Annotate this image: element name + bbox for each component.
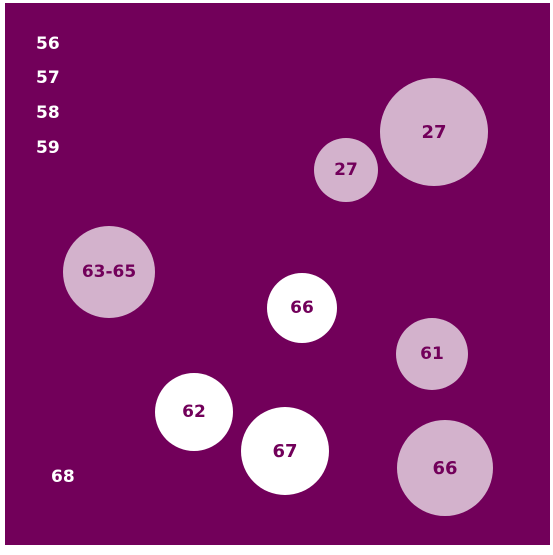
bubble-66-white: 66 (267, 273, 337, 343)
bubble-label: 27 (421, 121, 447, 143)
bubble-label: 62 (182, 402, 206, 422)
bubble-27-large: 27 (380, 78, 488, 186)
bubble-canvas: 56 57 58 59 68 27 27 63-65 66 61 62 67 6… (5, 3, 550, 545)
bubble-63-65: 63-65 (63, 226, 155, 318)
side-label-58: 58 (36, 103, 60, 123)
bubble-label: 61 (420, 344, 444, 364)
side-label-57: 57 (36, 68, 60, 88)
bubble-66-light: 66 (397, 420, 493, 516)
bubble-27-small: 27 (314, 138, 378, 202)
bubble-label: 27 (334, 160, 358, 180)
side-label-56: 56 (36, 34, 60, 54)
bubble-61: 61 (396, 318, 468, 390)
bubble-label: 63-65 (81, 262, 137, 282)
bubble-label: 66 (290, 298, 314, 318)
bubble-67: 67 (241, 407, 329, 495)
bubble-label: 66 (432, 457, 458, 479)
bubble-label: 67 (272, 440, 298, 462)
side-label-68: 68 (51, 467, 75, 487)
side-label-59: 59 (36, 138, 60, 158)
bubble-62: 62 (155, 373, 233, 451)
